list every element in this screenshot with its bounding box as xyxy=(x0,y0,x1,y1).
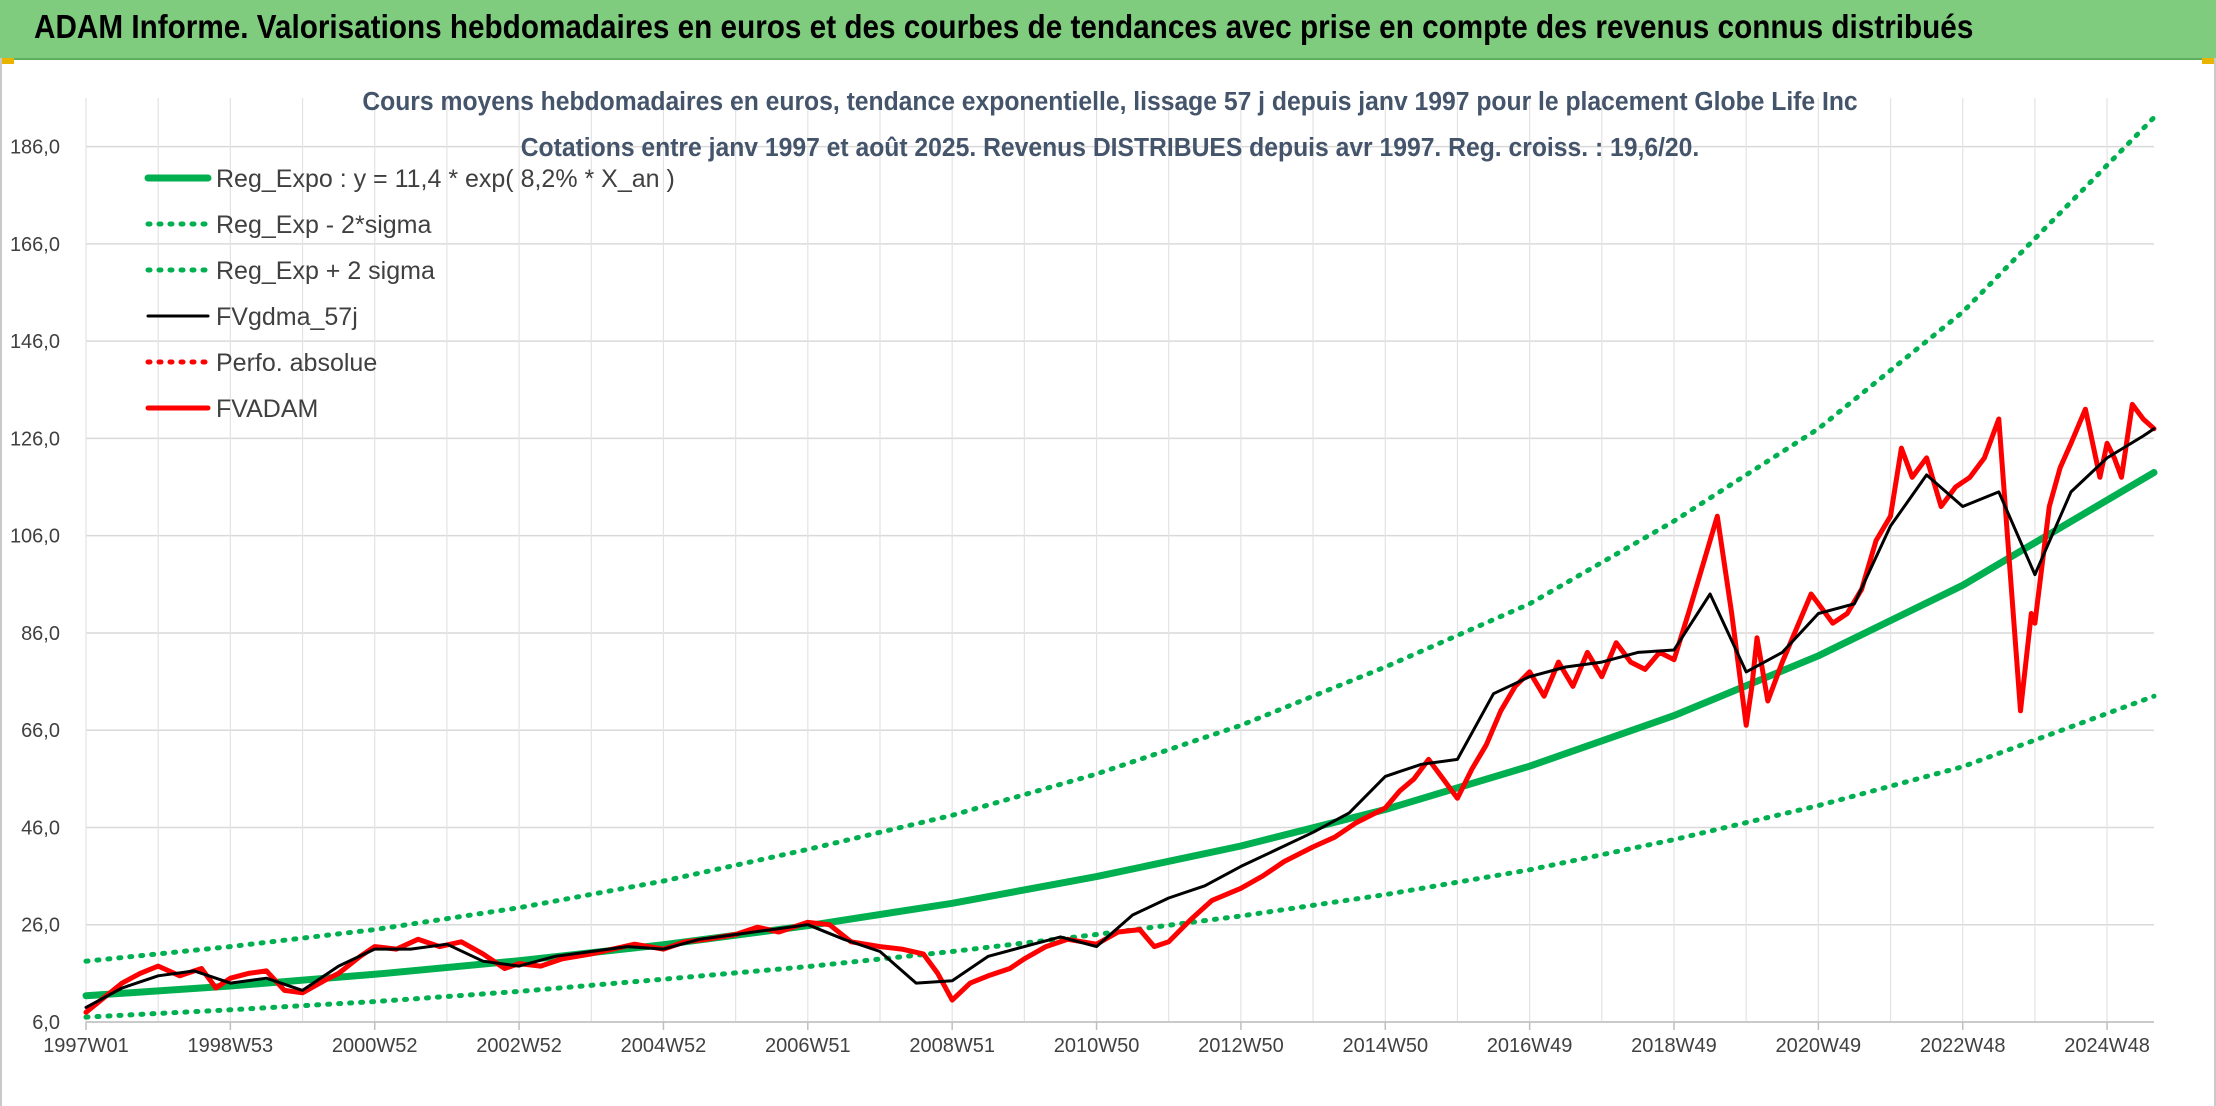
legend-label: Reg_Exp - 2*sigma xyxy=(216,211,431,239)
series-line-0 xyxy=(82,469,2158,1000)
legend-label: FVADAM xyxy=(216,395,318,423)
chart-svg: 6,0 26,0 46,0 66,0 86,0 106,0 126,0 146,0 166,0 1… xyxy=(10,87,2158,1057)
legend-label: Reg_Exp + 2 sigma xyxy=(216,257,435,285)
report-header: ADAM Informe. Valorisations hebdomadaire… xyxy=(0,0,2216,60)
y-tick-label: 86,0 xyxy=(21,623,60,645)
y-tick-label: 46,0 xyxy=(21,817,60,839)
series-line-1 xyxy=(83,693,2157,1020)
x-tick-label: 2022W48 xyxy=(1920,1035,2006,1057)
corner-marker-right xyxy=(2202,58,2216,64)
y-tick-label: 106,0 xyxy=(10,526,60,548)
y-tick-label: 166,0 xyxy=(10,234,60,256)
series-line-2 xyxy=(83,115,2157,964)
y-tick-label: 186,0 xyxy=(10,137,60,159)
legend-label: Reg_Expo : y = 11,4 * exp( 8,2% * X_an ) xyxy=(216,165,675,193)
x-tick-label: 2020W49 xyxy=(1776,1035,1862,1057)
x-tick-label: 2018W49 xyxy=(1631,1035,1717,1057)
gridlines xyxy=(85,98,2154,1023)
x-tick-label: 2004W52 xyxy=(621,1035,707,1057)
y-tick-label: 66,0 xyxy=(21,720,60,742)
chart-area: 6,0 26,0 46,0 66,0 86,0 106,0 126,0 146,0 166,0 1… xyxy=(0,58,2216,1106)
legend: Reg_Expo : y = 11,4 * exp( 8,2% * X_an )… xyxy=(144,165,675,423)
series-layer xyxy=(82,115,2158,1020)
x-axis: 1997W01 1998W53 2000W52 2002W52 2004W52 2006W… xyxy=(43,1021,2154,1057)
x-tick-label: 1997W01 xyxy=(43,1035,129,1057)
x-tick-label: 2016W49 xyxy=(1487,1035,1573,1057)
y-tick-label: 26,0 xyxy=(21,915,60,937)
x-tick-label: 2002W52 xyxy=(476,1035,562,1057)
legend-label: FVgdma_57j xyxy=(216,303,358,331)
x-tick-label: 1998W53 xyxy=(188,1035,274,1057)
y-tick-label: 126,0 xyxy=(10,428,60,450)
legend-label: Perfo. absolue xyxy=(216,349,377,377)
x-tick-label: 2014W50 xyxy=(1342,1035,1428,1057)
y-tick-label: 146,0 xyxy=(10,331,60,353)
x-tick-label: 2012W50 xyxy=(1198,1035,1284,1057)
series-line-3 xyxy=(84,427,2156,1009)
chart-title: Cours moyens hebdomadaires en euros, ten… xyxy=(362,87,1857,116)
x-tick-label: 2006W51 xyxy=(765,1035,851,1057)
x-tick-label: 2024W48 xyxy=(2064,1035,2150,1057)
x-tick-label: 2000W52 xyxy=(332,1035,418,1057)
series-line-5 xyxy=(83,401,2157,1015)
x-tick-label: 2010W50 xyxy=(1054,1035,1140,1057)
y-tick-label: 6,0 xyxy=(32,1012,60,1034)
report-title: ADAM Informe. Valorisations hebdomadaire… xyxy=(34,8,1974,45)
chart-subtitle: Cotations entre janv 1997 et août 2025. … xyxy=(521,133,1700,162)
y-axis: 6,0 26,0 46,0 66,0 86,0 106,0 126,0 146,0 166,0 1… xyxy=(10,137,60,1034)
corner-marker-left xyxy=(0,58,14,64)
x-tick-label: 2008W51 xyxy=(909,1035,995,1057)
